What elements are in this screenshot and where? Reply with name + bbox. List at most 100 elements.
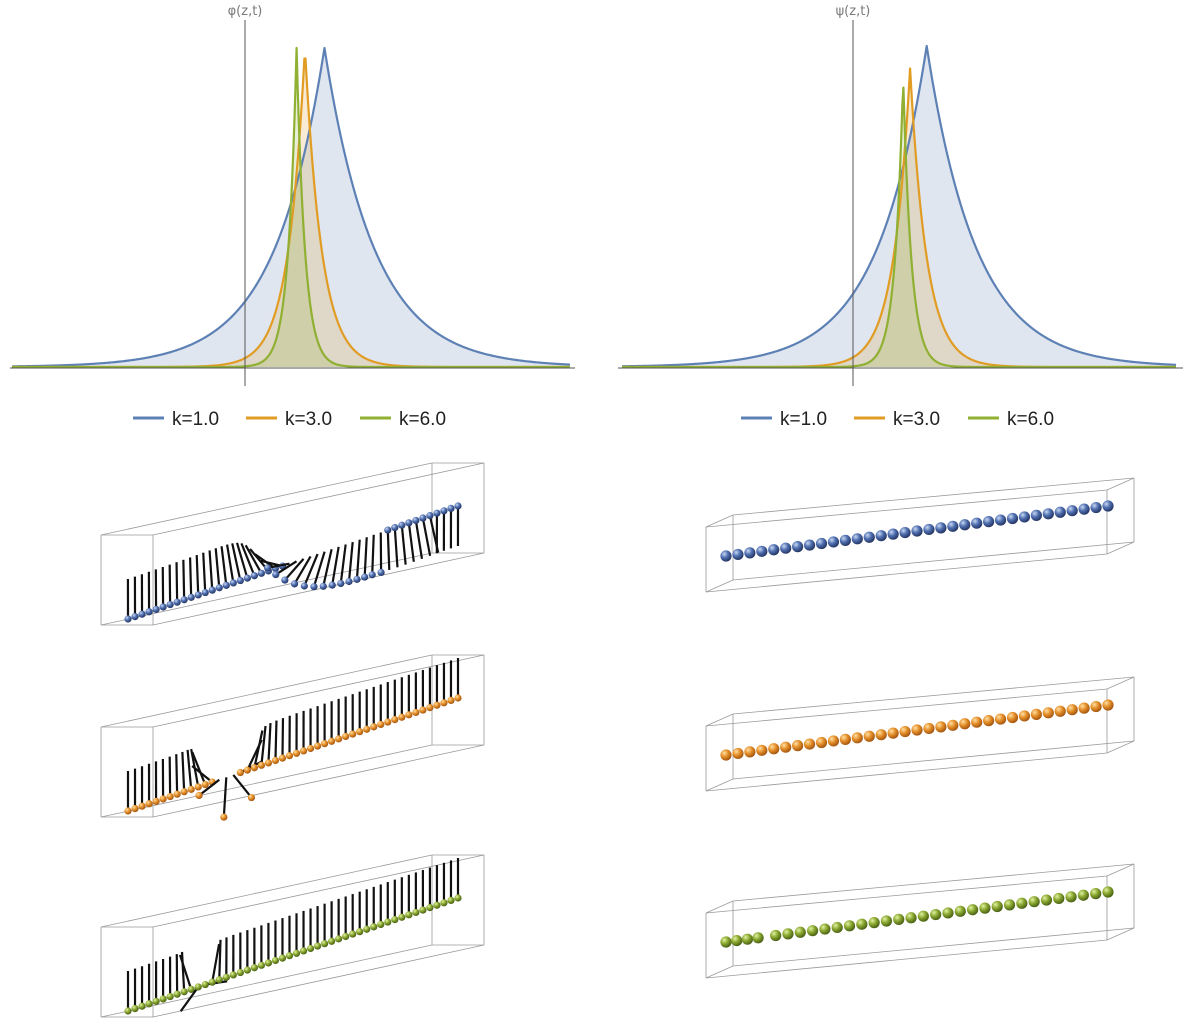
box-edge <box>705 713 734 727</box>
spin-sphere <box>220 813 228 821</box>
y-axis-label: ψ(z,t) <box>836 4 871 19</box>
spin-sphere <box>229 971 237 979</box>
particle-sphere <box>911 724 923 736</box>
particle-chain-blue <box>705 477 1135 593</box>
spin-sphere <box>426 512 434 520</box>
spin-sphere <box>138 1002 146 1010</box>
spin-sphere <box>264 759 273 767</box>
spin-sphere <box>131 804 139 813</box>
particle-sphere <box>780 542 792 554</box>
spin-stick <box>191 765 213 784</box>
spin-sphere <box>335 735 343 743</box>
spin-sphere <box>159 795 167 803</box>
spin-sphere <box>124 615 132 623</box>
spin-sphere <box>124 1007 132 1015</box>
spin-sphere <box>328 581 336 589</box>
spin-sphere <box>250 572 258 580</box>
particle-sphere <box>1078 702 1090 714</box>
spin-stick <box>347 541 354 582</box>
spin-stick <box>393 527 399 568</box>
spin-sphere <box>222 581 230 589</box>
spin-sphere <box>405 911 413 919</box>
particle-sphere <box>768 544 780 556</box>
spin-sphere <box>454 894 462 902</box>
spin-sphere <box>229 579 237 587</box>
spin-sphere <box>433 701 441 709</box>
box-edge <box>1106 477 1135 491</box>
spin-chain-blue <box>100 462 485 626</box>
legend-item: k=1.0 <box>741 409 827 430</box>
particle-sphere <box>1042 707 1054 719</box>
spin-stick <box>231 543 242 581</box>
spin-chain-panels <box>100 462 485 1018</box>
spin-stick <box>188 557 193 598</box>
box-edge <box>705 939 1108 979</box>
series-fill <box>12 58 570 368</box>
particle-chain-green <box>705 863 1135 979</box>
spin-sphere <box>320 740 329 748</box>
spin-stick <box>363 537 368 578</box>
box-edge <box>152 944 485 1018</box>
particle-sphere <box>983 516 995 528</box>
particle-sphere <box>720 749 732 761</box>
spin-sphere <box>292 949 301 957</box>
spin-sphere <box>363 725 371 733</box>
particle-sphere <box>732 548 744 561</box>
legend-label: k=1.0 <box>172 409 219 430</box>
box-edge <box>100 744 433 818</box>
box-edge <box>705 553 1108 593</box>
bounding-box <box>705 863 1135 979</box>
spin-stick <box>339 544 347 584</box>
spin-sphere <box>447 504 455 513</box>
spin-sphere <box>173 790 181 798</box>
spin-chain-green <box>100 854 485 1018</box>
spin-sphere <box>247 793 256 802</box>
spin-sphere <box>412 516 420 525</box>
spin-stick <box>232 774 253 799</box>
spin-sphere <box>159 995 167 1003</box>
spin-sphere <box>290 580 299 588</box>
particle-sphere <box>935 522 947 534</box>
particle-sphere <box>923 523 935 536</box>
particle-sphere <box>815 736 828 749</box>
legend-label: k=6.0 <box>1007 409 1054 430</box>
particle-sphere <box>756 744 768 756</box>
particle-sphere <box>827 536 840 548</box>
spin-sphere <box>345 577 353 586</box>
spin-sphere <box>236 768 244 777</box>
box-edge <box>732 541 1135 581</box>
particle-sphere <box>768 743 780 755</box>
particle-sphere <box>942 907 954 919</box>
spin-sphere <box>405 711 413 719</box>
spin-sphere <box>271 956 280 965</box>
particle-sphere <box>1102 699 1114 711</box>
spin-sphere <box>152 997 160 1005</box>
spin-sphere <box>299 747 308 755</box>
spin-stick <box>244 544 263 574</box>
spin-sphere <box>447 696 455 705</box>
particle-sphere <box>831 921 843 934</box>
spin-sphere <box>166 992 174 1001</box>
particle-sphere <box>780 741 792 753</box>
particle-sphere <box>880 915 893 927</box>
box-edge <box>152 654 485 728</box>
spin-sphere <box>281 576 289 584</box>
spin-sphere <box>166 600 174 609</box>
spin-sphere <box>194 783 202 791</box>
spin-sphere <box>454 502 462 510</box>
spin-sphere <box>299 947 308 955</box>
box-edge <box>100 654 433 728</box>
spin-stick <box>312 551 326 588</box>
particle-sphere <box>794 926 806 938</box>
box-edge <box>732 740 1135 780</box>
particle-sphere <box>1042 508 1054 520</box>
box-edge <box>705 688 1108 727</box>
spin-sphere <box>138 610 146 618</box>
particle-sphere <box>991 900 1003 913</box>
spin-sphere <box>194 591 202 599</box>
spin-stick <box>293 555 312 585</box>
spin-stick <box>175 562 179 603</box>
spin-stick <box>400 525 407 565</box>
spin-stick <box>179 986 200 1012</box>
